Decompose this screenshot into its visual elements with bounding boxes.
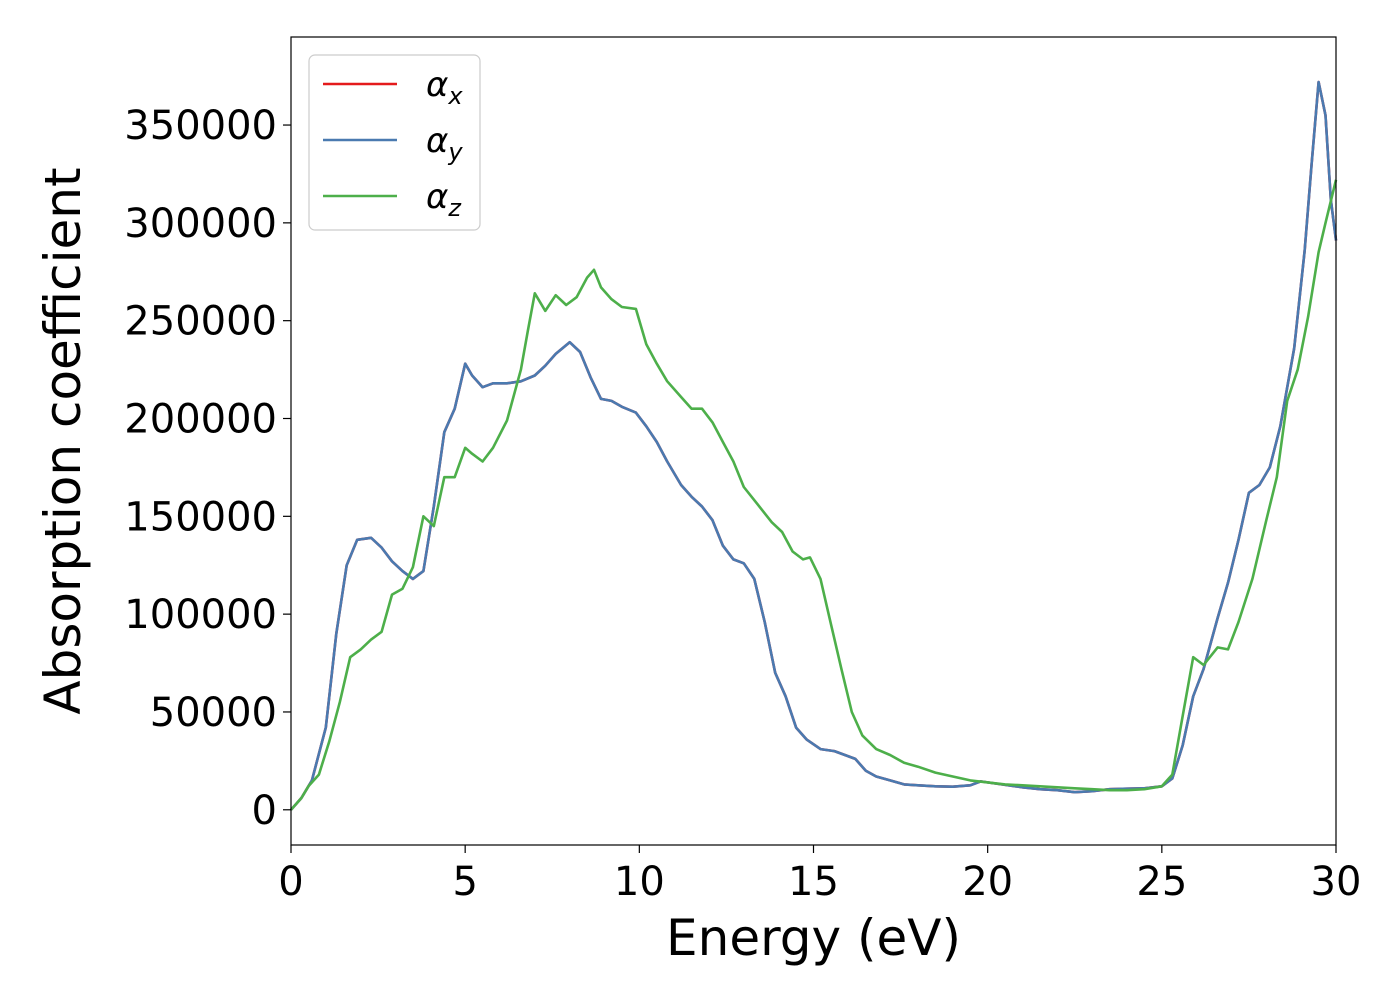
legend-box: [308, 54, 481, 231]
x-tick-label: 5: [452, 859, 477, 905]
y-tick-label: 300000: [124, 201, 277, 247]
series-line-y: [290, 80, 1338, 811]
x-tick-label: 15: [788, 859, 839, 905]
x-tick-label: 0: [278, 859, 303, 905]
y-tick-label: 50000: [150, 690, 277, 736]
y-tick-label: 250000: [124, 299, 277, 345]
x-axis: 0 5 10 15 20 25 30: [278, 845, 1361, 905]
y-tick-label: 0: [252, 788, 277, 834]
x-axis-title: Energy (eV): [666, 909, 961, 967]
x-tick-label: 30: [1311, 859, 1362, 905]
x-tick-label: 20: [962, 859, 1013, 905]
x-tick-label: 10: [614, 859, 665, 905]
y-axis-title: Absorption coefficient: [34, 167, 92, 714]
y-tick-label: 100000: [124, 592, 277, 638]
y-tick-label: 350000: [124, 103, 277, 149]
y-tick-label: 150000: [124, 494, 277, 540]
x-tick-label: 25: [1136, 859, 1187, 905]
y-axis: 0 50000 100000 150000 200000 250000 300000 3500…: [124, 103, 291, 834]
series-line-z: [290, 179, 1338, 811]
series-layer: [290, 80, 1338, 811]
y-tick-label: 200000: [124, 397, 277, 443]
